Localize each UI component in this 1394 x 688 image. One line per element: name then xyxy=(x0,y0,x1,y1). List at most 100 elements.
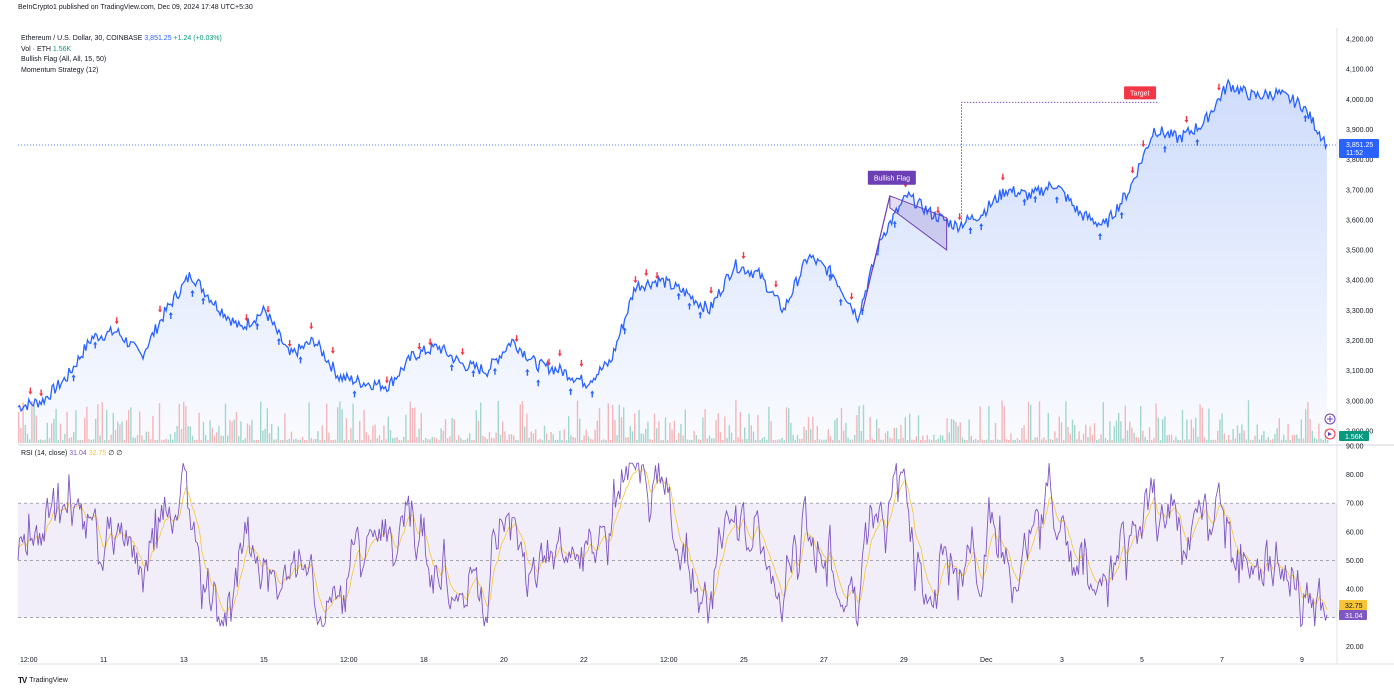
time-tick-label: 9 xyxy=(1300,657,1304,664)
long-signal-arrow xyxy=(190,289,195,297)
short-signal-arrow xyxy=(633,276,638,284)
time-tick-label: 22 xyxy=(580,657,588,664)
bar-countdown: 11:52 xyxy=(1346,150,1363,157)
short-signal-arrow xyxy=(266,305,271,313)
time-tick-label: 18 xyxy=(420,657,428,664)
rsi-value: 31.04 xyxy=(69,450,87,457)
price-tick-label: 3,200.00 xyxy=(1346,338,1373,345)
target-line xyxy=(961,101,1160,223)
price-tick-label: 4,200.00 xyxy=(1346,37,1373,44)
time-tick-label: 15 xyxy=(260,657,268,664)
short-signal-arrow xyxy=(244,314,249,322)
replay-icon[interactable] xyxy=(1324,428,1336,440)
rsi-tick-label: 70.00 xyxy=(1346,501,1364,508)
short-signal-arrow xyxy=(936,206,941,214)
momentum-strategy-indicator[interactable]: Momentum Strategy (12) xyxy=(21,66,99,74)
short-signal-arrow xyxy=(1216,83,1221,91)
price-tick-label: 3,000.00 xyxy=(1346,398,1373,405)
long-signal-arrow xyxy=(676,292,681,300)
short-signal-arrow xyxy=(417,342,422,350)
volume-value: 1.56K xyxy=(52,45,72,53)
rsi-ma-value: 32.75 xyxy=(88,450,107,457)
rsi-tick-label: 80.00 xyxy=(1346,472,1364,479)
long-signal-arrow xyxy=(568,387,573,395)
long-signal-arrow xyxy=(1162,145,1167,153)
symbol-row[interactable]: Ethereum / U.S. Dollar, 30, COINBASE 3,8… xyxy=(21,34,222,45)
short-signal-arrow xyxy=(158,305,163,313)
long-signal-arrow xyxy=(168,311,173,319)
flag-pole xyxy=(862,195,891,311)
rsi-line xyxy=(17,462,1328,628)
short-signal-arrow xyxy=(773,280,778,288)
long-signal-arrow xyxy=(492,367,497,375)
time-tick-label: 29 xyxy=(900,657,908,664)
time-tick-label: 12:00 xyxy=(660,657,678,664)
short-signal-arrow xyxy=(741,252,746,260)
long-signal-arrow xyxy=(1033,195,1038,203)
bullish-flag-label: Bullish Flag xyxy=(874,175,910,182)
short-signal-arrow xyxy=(644,269,649,277)
price-tick-label: 3,100.00 xyxy=(1346,368,1373,375)
target-label-box xyxy=(1124,86,1157,100)
long-signal-arrow xyxy=(276,337,281,345)
short-signal-arrow xyxy=(1130,166,1135,174)
time-tick-label: 3 xyxy=(1060,657,1064,664)
short-signal-arrow xyxy=(460,348,465,356)
long-signal-arrow xyxy=(298,356,303,364)
long-signal-arrow xyxy=(471,369,476,377)
time-tick-label: 7 xyxy=(1220,657,1224,664)
long-signal-arrow xyxy=(698,311,703,319)
target-projection: Target xyxy=(961,86,1160,223)
short-signal-arrow xyxy=(1141,140,1146,148)
rsi-tick-label: 60.00 xyxy=(1346,529,1364,536)
price-tick-label: 3,700.00 xyxy=(1346,187,1373,194)
long-signal-arrow xyxy=(1098,232,1103,240)
rsi-ma-tag: 32.75 xyxy=(1339,600,1367,610)
price-area xyxy=(18,80,1327,443)
symbol-name: Ethereum / U.S. Dollar, 30, COINBASE xyxy=(21,35,143,42)
time-tick-label: Dec xyxy=(980,657,993,664)
long-signal-arrow xyxy=(687,302,692,310)
long-signal-arrow xyxy=(1119,211,1124,219)
volume-row[interactable]: Vol · ETH 1.56K xyxy=(21,45,222,56)
flag-channel xyxy=(889,195,948,252)
add-indicator-icon[interactable] xyxy=(1324,413,1336,425)
price-tick-label: 3,300.00 xyxy=(1346,308,1373,315)
long-signal-arrow xyxy=(1303,114,1308,122)
long-signal-arrow xyxy=(590,390,595,398)
long-signal-arrow xyxy=(979,223,984,231)
short-signal-arrow xyxy=(957,213,962,221)
rsi-label: RSI (14, close) xyxy=(21,450,68,457)
short-signal-arrow xyxy=(557,349,562,357)
target-label: Target xyxy=(1130,90,1150,97)
price-tick-label: 3,900.00 xyxy=(1346,127,1373,134)
long-signal-arrow xyxy=(449,363,454,371)
volume-bar xyxy=(1327,439,1329,443)
long-signal-arrow xyxy=(1195,138,1200,146)
long-signal-arrow xyxy=(93,341,98,349)
price-tick-label: 4,100.00 xyxy=(1346,67,1373,74)
time-tick-label: 5 xyxy=(1140,657,1144,664)
long-signal-arrow xyxy=(622,327,627,335)
short-signal-arrow xyxy=(384,376,389,384)
rsi-legend[interactable]: RSI (14, close) 31.04 32.75 ∅ ∅ xyxy=(21,449,122,457)
rsi-null-1: ∅ xyxy=(108,450,115,457)
footer: TV TradingView xyxy=(18,676,68,685)
last-price-tag-value: 3,851.25 xyxy=(1346,142,1373,149)
short-signal-arrow xyxy=(514,335,519,343)
rsi-tick-label: 40.00 xyxy=(1346,587,1364,594)
short-signal-arrow xyxy=(579,359,584,367)
bullish-flag-indicator[interactable]: Bullish Flag (All, All, 15, 50) xyxy=(21,56,107,63)
time-tick-label: 11 xyxy=(100,657,107,664)
last-price-tag: 3,851.25 11:52 xyxy=(1339,139,1379,158)
bullish-flag-label-box xyxy=(867,170,916,185)
time-tick-label: 13 xyxy=(180,657,188,664)
strategy-signals xyxy=(28,83,1308,398)
long-signal-arrow xyxy=(968,226,973,234)
volume-tag: 1.56K xyxy=(1339,431,1369,441)
time-tick-label: 12:00 xyxy=(20,657,38,664)
long-signal-arrow xyxy=(827,273,832,281)
volume-tag-value: 1.56K xyxy=(1345,434,1364,441)
rsi-tick-label: 50.00 xyxy=(1346,558,1364,565)
